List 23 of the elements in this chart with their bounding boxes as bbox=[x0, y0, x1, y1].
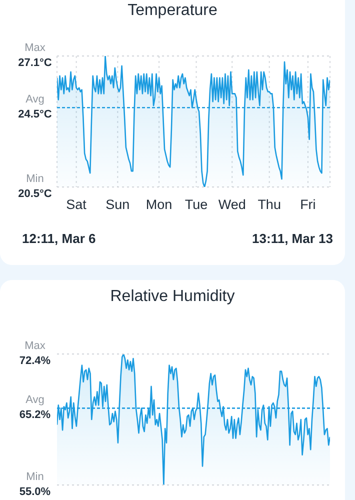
y-tick-label: 27.1°C bbox=[18, 57, 52, 69]
text: 13:11, Mar 13 bbox=[252, 231, 333, 246]
ref-line-label: Max bbox=[24, 42, 46, 54]
x-tick-label: Wed bbox=[218, 197, 246, 212]
y-tick-label: 24.5°C bbox=[18, 108, 52, 121]
ref-line-label: Avg bbox=[26, 394, 44, 406]
y-tick-label: 55.0% bbox=[19, 486, 51, 498]
ref-line-label: Min bbox=[26, 173, 44, 185]
x-tick-label: Fri bbox=[300, 197, 316, 212]
ref-line-label: Min bbox=[26, 471, 44, 483]
x-tick-label: Tue bbox=[184, 197, 208, 212]
ref-line-label: Max bbox=[24, 340, 46, 352]
x-tick-label: Thu bbox=[258, 197, 281, 212]
y-tick-label: 72.4% bbox=[19, 355, 51, 367]
text: 12:11, Mar 6 bbox=[22, 231, 96, 246]
ref-line-label: Avg bbox=[26, 94, 44, 106]
x-tick-label: Mon bbox=[146, 197, 172, 212]
chart-title: Temperature bbox=[126, 2, 218, 20]
chart-title: Relative Humidity bbox=[109, 288, 236, 306]
x-tick-label: Sun bbox=[106, 197, 130, 212]
y-tick-label: 65.2% bbox=[19, 409, 51, 422]
x-tick-label: Sat bbox=[66, 197, 87, 212]
y-tick-label: 20.5°C bbox=[18, 188, 52, 200]
